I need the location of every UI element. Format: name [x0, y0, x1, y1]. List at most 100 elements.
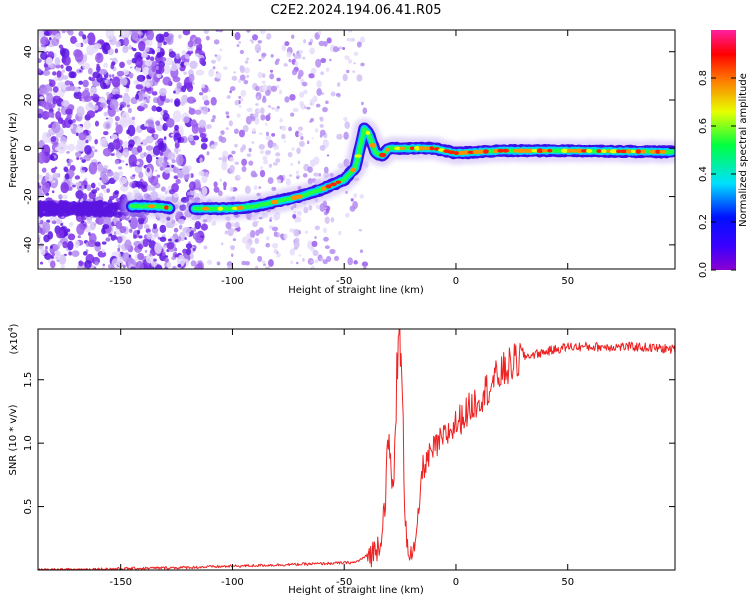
noise-blob — [175, 178, 181, 185]
noise-blob — [78, 132, 87, 141]
noise-blob — [144, 59, 153, 67]
noise-blob — [72, 118, 76, 123]
noise-blob — [238, 104, 242, 108]
snr-x-label: Height of straight line (km) — [288, 585, 424, 596]
noise-blob — [105, 237, 111, 242]
noise-blob — [103, 111, 109, 117]
noise-blob — [234, 221, 240, 229]
noise-blob — [65, 65, 73, 72]
noise-blob — [294, 61, 299, 67]
noise-blob — [329, 248, 336, 255]
noise-blob — [189, 60, 198, 70]
noise-blob — [145, 145, 154, 151]
band-blob — [61, 200, 70, 207]
ridge-hotspot — [429, 146, 435, 151]
noise-blob — [79, 157, 84, 160]
noise-blob — [56, 70, 62, 78]
noise-blob — [343, 116, 348, 122]
noise-blob — [51, 37, 60, 47]
noise-blob — [183, 174, 190, 181]
band-blob — [94, 204, 102, 211]
noise-blob — [140, 52, 149, 59]
band-blob — [38, 199, 43, 206]
noise-blob — [250, 170, 257, 178]
noise-blob — [50, 136, 57, 143]
noise-blob — [258, 143, 265, 150]
band-blob — [80, 204, 86, 212]
noise-blob — [326, 154, 330, 157]
noise-blob — [163, 41, 167, 46]
noise-blob — [231, 75, 238, 81]
noise-blob — [358, 228, 363, 232]
noise-blob — [97, 250, 107, 258]
band-blob — [106, 203, 116, 211]
noise-blob — [241, 158, 248, 166]
noise-blob — [38, 185, 42, 189]
noise-blob — [243, 80, 249, 85]
noise-blob — [190, 227, 194, 231]
noise-blob — [57, 107, 61, 112]
noise-blob — [155, 33, 165, 43]
noise-blob — [38, 108, 44, 115]
noise-blob — [273, 213, 279, 221]
noise-blob — [177, 218, 185, 225]
noise-blob — [319, 134, 323, 138]
noise-blob — [159, 224, 167, 233]
noise-blob — [201, 83, 205, 89]
noise-blob — [330, 91, 336, 97]
noise-blob — [141, 139, 148, 146]
noise-blob — [258, 216, 263, 220]
noise-blob — [42, 221, 51, 233]
noise-blob — [101, 173, 109, 184]
noise-blob — [263, 159, 269, 165]
noise-blob — [51, 121, 61, 134]
noise-blob — [323, 139, 327, 143]
ridge-hotspot — [365, 130, 371, 135]
noise-blob — [38, 242, 44, 250]
noise-blob — [192, 247, 196, 252]
noise-blob — [222, 181, 227, 188]
ridge-hotspot — [385, 147, 390, 152]
noise-blob — [192, 99, 197, 103]
noise-blob — [165, 221, 173, 229]
noise-blob — [46, 111, 55, 118]
noise-blob — [52, 91, 58, 96]
noise-blob — [216, 54, 222, 62]
noise-blob — [85, 139, 89, 144]
noise-blob — [128, 219, 131, 223]
noise-blob — [145, 135, 154, 144]
noise-blob — [325, 100, 329, 104]
noise-blob — [229, 157, 235, 163]
noise-blob — [166, 242, 175, 250]
noise-blob — [155, 156, 159, 160]
band-blob — [87, 212, 94, 216]
noise-blob — [210, 118, 215, 123]
noise-blob — [292, 213, 297, 219]
noise-blob — [265, 89, 271, 96]
noise-blob — [322, 106, 328, 113]
ridge-hotspot — [394, 146, 401, 151]
noise-blob — [86, 184, 92, 191]
noise-blob — [159, 116, 163, 121]
noise-blob — [313, 172, 320, 177]
noise-blob — [122, 148, 130, 158]
noise-blob — [283, 140, 287, 143]
noise-blob — [233, 128, 239, 135]
noise-blob — [281, 133, 286, 140]
noise-blob — [325, 208, 330, 214]
noise-blob — [311, 240, 318, 248]
ridge-hotspot — [576, 148, 583, 154]
noise-blob — [324, 207, 327, 210]
noise-blob — [258, 227, 264, 234]
noise-blob — [314, 259, 319, 264]
noise-blob — [136, 105, 145, 112]
noise-blob — [103, 131, 109, 136]
noise-blob — [293, 228, 300, 237]
noise-blob — [279, 118, 283, 123]
noise-blob — [222, 66, 228, 70]
noise-blob — [199, 57, 205, 65]
noise-blob — [315, 204, 320, 210]
noise-blob — [90, 92, 94, 97]
snr-panel: -150 -100 -50 0 50 0.5 1.0 1.5 Height of straig… — [7, 323, 676, 596]
noise-blob — [88, 51, 94, 56]
